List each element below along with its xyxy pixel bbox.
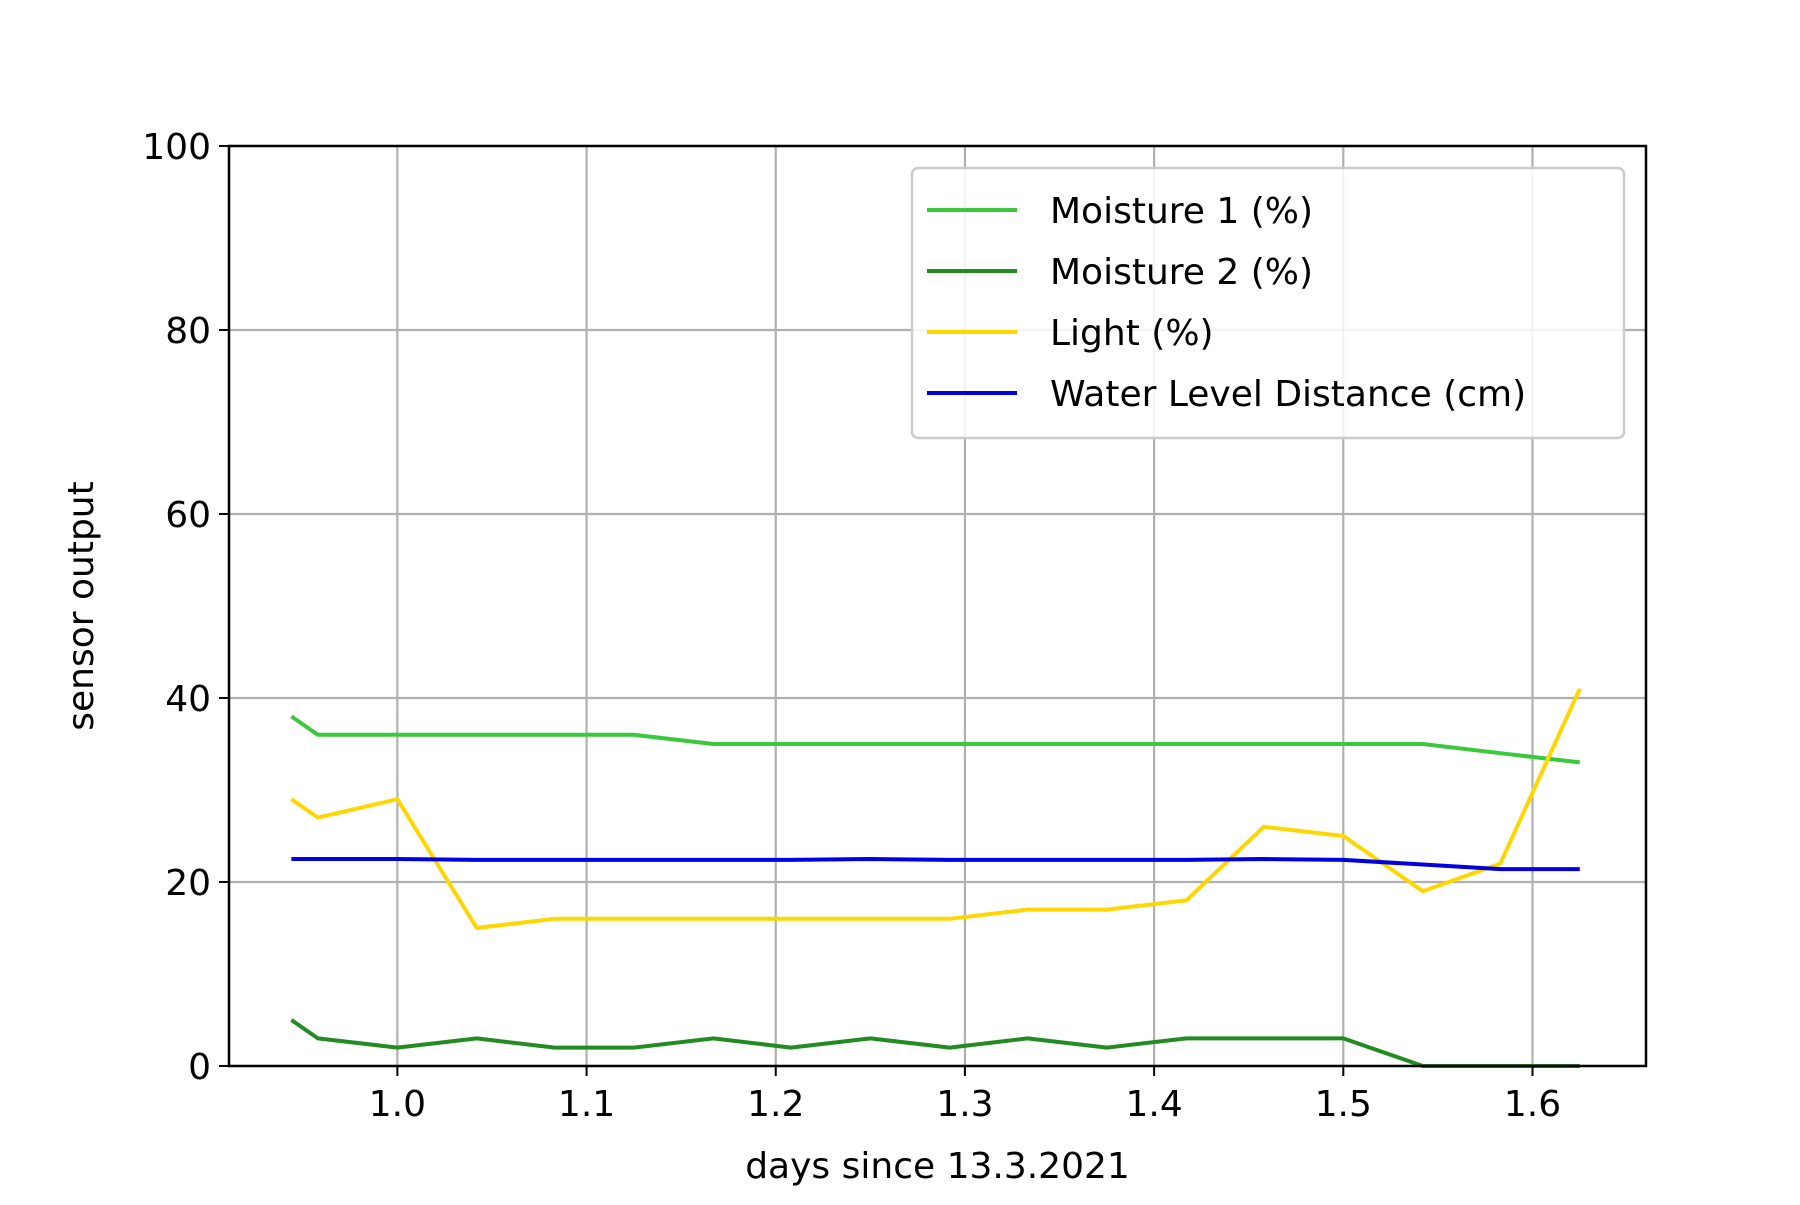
x-tick-label: 1.4: [1125, 1084, 1182, 1125]
legend-label: Moisture 2 (%): [1050, 252, 1313, 293]
y-tick-label: 60: [165, 495, 211, 536]
plot-frame: [227, 144, 1648, 1068]
x-tick-label: 1.0: [369, 1084, 426, 1125]
y-axis-title: sensor output: [61, 481, 102, 731]
axis-ticks: 1.0 1.1 1.2 1.3 1.4 1.5 1.6 0 20 40 60 80 100: [142, 127, 1561, 1125]
series-lines: [290, 687, 1582, 1068]
legend-label: Moisture 1 (%): [1050, 191, 1313, 232]
y-tick-label: 40: [165, 679, 211, 720]
y-tick-label: 0: [188, 1047, 211, 1088]
x-tick-label: 1.5: [1315, 1084, 1372, 1125]
y-tick-label: 80: [165, 311, 211, 352]
series-line-1: [290, 714, 1581, 765]
x-axis-title: days since 13.3.2021: [745, 1146, 1130, 1187]
y-tick-label: 20: [165, 863, 211, 904]
legend-box: [910, 166, 1626, 440]
x-tick-label: 1.3: [936, 1084, 993, 1125]
series-line-4: [291, 857, 1580, 872]
legend-label: Water Level Distance (cm): [1050, 374, 1526, 415]
series-line-3: [290, 687, 1582, 930]
series-line-2: [290, 1018, 1580, 1068]
x-tick-label: 1.1: [558, 1084, 615, 1125]
legend: Moisture 1 (%) Moisture 2 (%) Light (%) Wat…: [910, 166, 1626, 440]
x-tick-label: 1.2: [747, 1084, 804, 1125]
y-tick-label: 100: [142, 127, 211, 168]
x-tick-label: 1.6: [1504, 1084, 1561, 1125]
legend-label: Light (%): [1050, 313, 1214, 354]
